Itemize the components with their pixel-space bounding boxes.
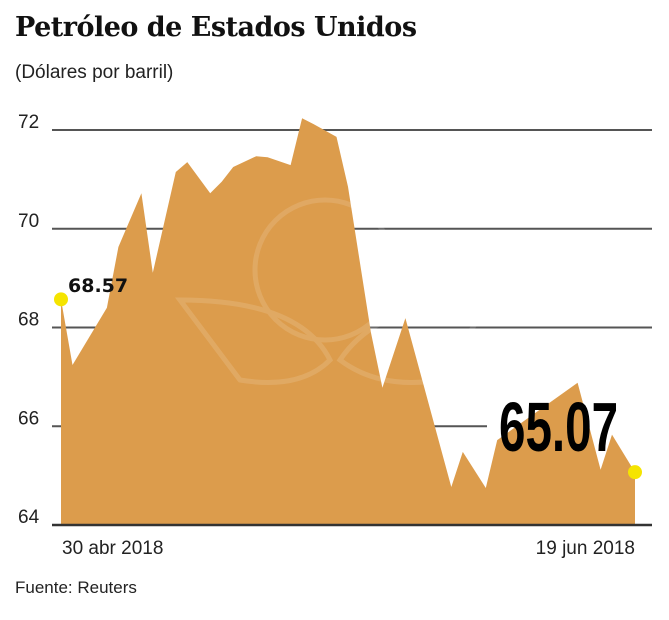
y-tick-label: 72 bbox=[18, 112, 39, 133]
chart-source: Fuente: Reuters bbox=[15, 578, 137, 597]
chart-subtitle: (Dólares por barril) bbox=[15, 62, 174, 83]
y-tick-label: 66 bbox=[18, 408, 39, 429]
y-tick-label: 68 bbox=[18, 310, 39, 331]
y-tick-label: 70 bbox=[18, 211, 39, 232]
start-point-marker bbox=[54, 292, 68, 307]
end-value-label: 65.07 bbox=[499, 388, 618, 466]
start-value-label: 68.57 bbox=[68, 275, 128, 297]
x-tick-label-end: 19 jun 2018 bbox=[536, 538, 635, 559]
y-tick-label: 64 bbox=[18, 507, 40, 528]
price-area bbox=[61, 118, 635, 525]
end-point-marker bbox=[628, 465, 642, 480]
x-tick-label-start: 30 abr 2018 bbox=[62, 538, 163, 559]
chart-title: Petróleo de Estados Unidos bbox=[15, 12, 417, 43]
watermark-logo bbox=[174, 197, 495, 385]
